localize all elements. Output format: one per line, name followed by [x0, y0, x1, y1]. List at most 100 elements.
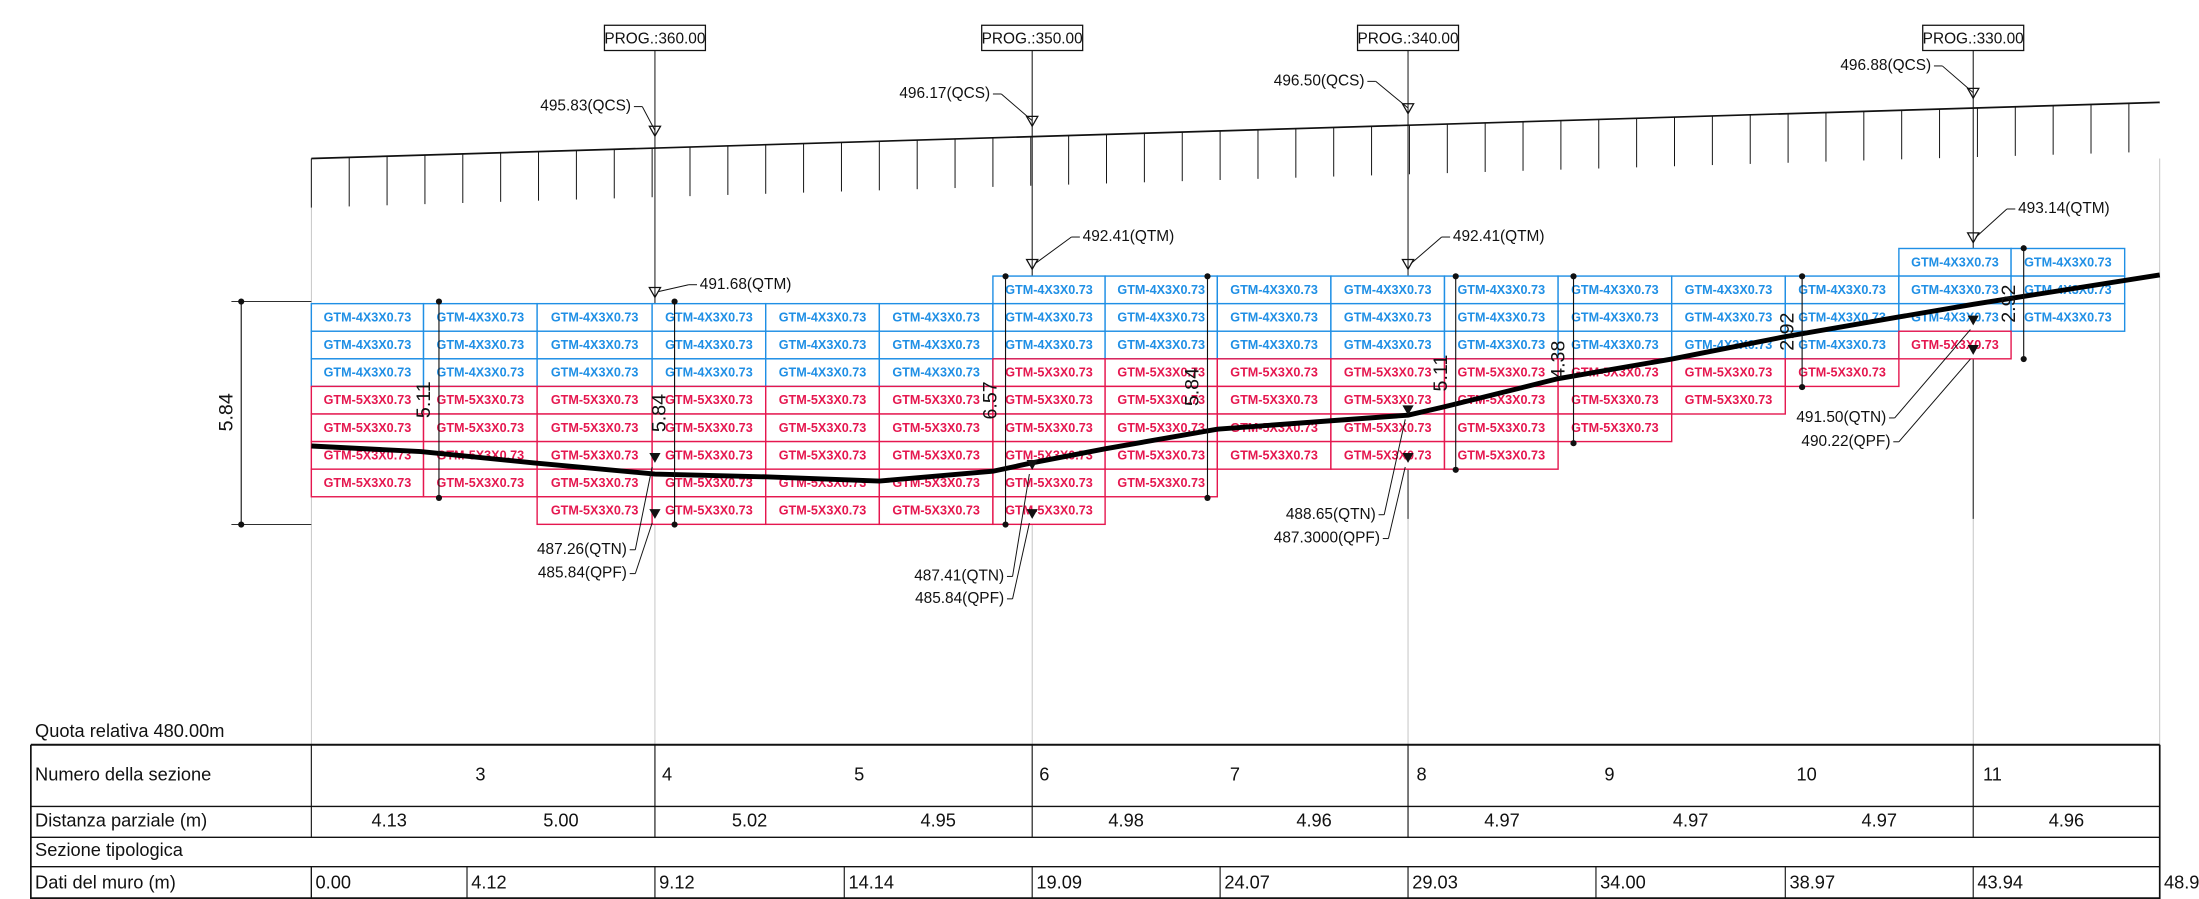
- gabion: [1104, 330, 1219, 360]
- gabion: [878, 385, 994, 415]
- gabion-label: GTM-5X3X0.73: [1571, 366, 1659, 380]
- qcs-label: 495.83(QCS): [540, 98, 631, 115]
- gabion-label: GTM-5X3X0.73: [892, 504, 980, 518]
- wall-value: 43.94: [1977, 871, 2023, 892]
- gabion: [992, 275, 1106, 305]
- gabion-label: GTM-4X3X0.73: [1230, 283, 1318, 297]
- gabion-label: GTM-5X3X0.73: [1117, 393, 1205, 407]
- gabion: [422, 330, 538, 360]
- gabion-label: GTM-5X3X0.73: [1005, 476, 1093, 490]
- wall-value: 24.07: [1224, 871, 1270, 892]
- wall-value: 14.14: [848, 871, 894, 892]
- gabion-label: GTM-4X3X0.73: [665, 338, 753, 352]
- dim-dot: [1204, 494, 1211, 501]
- dim-dot: [1204, 273, 1211, 280]
- gabion-label: GTM-5X3X0.73: [779, 448, 867, 462]
- gabion-label: GTM-5X3X0.73: [1005, 504, 1093, 518]
- gabion-label: GTM-5X3X0.73: [1117, 476, 1205, 490]
- wall-value: 9.12: [659, 871, 694, 892]
- qcs-label: 496.50(QCS): [1274, 72, 1365, 89]
- qtn-label: 487.41(QTN): [914, 567, 1004, 584]
- level-marker: [1401, 103, 1415, 115]
- gabion-label: GTM-5X3X0.73: [892, 448, 980, 462]
- gabion: [1557, 330, 1673, 360]
- section-number: 3: [475, 763, 485, 784]
- dim-label: 2.92: [1776, 313, 1798, 351]
- gabion: [992, 496, 1106, 526]
- gabion-label: GTM-4X3X0.73: [1911, 255, 1999, 269]
- leader: [1034, 236, 1072, 265]
- gabion: [651, 413, 767, 443]
- gabion-label: GTM-4X3X0.73: [437, 338, 525, 352]
- gabion: [1330, 440, 1446, 470]
- section-number: 11: [1983, 763, 2002, 784]
- dim-dot: [1799, 273, 1806, 280]
- gabion: [422, 302, 538, 332]
- gabion-label: GTM-5X3X0.73: [1230, 366, 1318, 380]
- qpf-label: 490.22(QPF): [1801, 433, 1890, 450]
- gabion: [2010, 247, 2126, 277]
- gabion: [992, 330, 1106, 360]
- section-number: 8: [1416, 763, 1426, 784]
- gabion: [1104, 468, 1219, 498]
- gabion-label: GTM-5X3X0.73: [551, 448, 639, 462]
- section-number: 4: [662, 763, 672, 784]
- level-marker: [1966, 232, 1980, 244]
- gabion-label: GTM-4X3X0.73: [1117, 338, 1205, 352]
- dim-dot: [238, 298, 245, 305]
- row-label: Dati del muro (m): [35, 871, 176, 892]
- gabion: [1216, 440, 1332, 470]
- leader: [1383, 419, 1406, 515]
- qtm-label: 492.41(QTM): [1083, 228, 1175, 245]
- gabion-label: GTM-5X3X0.73: [1005, 448, 1093, 462]
- level-marker: [1401, 258, 1415, 271]
- gabion: [536, 413, 653, 443]
- section-number: 10: [1797, 763, 1817, 784]
- dim-dot: [238, 521, 245, 528]
- leader: [1387, 466, 1406, 539]
- dim-label: 5.84: [649, 394, 671, 432]
- gabion-label: GTM-5X3X0.73: [892, 421, 980, 435]
- level-marker: [1967, 345, 1979, 355]
- gabion: [536, 330, 653, 360]
- qtn-label: 491.50(QTN): [1796, 409, 1886, 426]
- gabion-label: GTM-5X3X0.73: [1685, 393, 1773, 407]
- leader: [1894, 329, 1971, 419]
- level-marker: [1402, 405, 1414, 416]
- dim-dot: [2020, 355, 2027, 363]
- gabion-label: GTM-4X3X0.73: [1344, 310, 1432, 324]
- gabion: [992, 302, 1106, 332]
- gabion-label: GTM-4X3X0.73: [779, 310, 867, 324]
- gabion-label: GTM-4X3X0.73: [892, 338, 980, 352]
- dim-label: 2.92: [1998, 285, 2020, 323]
- distance: 4.98: [1108, 810, 1143, 831]
- wall-value: 34.00: [1600, 871, 1646, 892]
- level-marker: [1402, 453, 1414, 463]
- gabion: [992, 385, 1106, 415]
- gabion-label: GTM-4X3X0.73: [324, 310, 412, 324]
- dim-label: 6.57: [980, 381, 1002, 419]
- level-marker: [1025, 258, 1039, 271]
- gabion: [422, 468, 538, 498]
- gabion-label: GTM-4X3X0.73: [551, 366, 639, 380]
- gabion-label: GTM-4X3X0.73: [1685, 283, 1773, 297]
- gabion-label: GTM-4X3X0.73: [324, 366, 412, 380]
- gabion-label: GTM-5X3X0.73: [665, 393, 753, 407]
- dim-dot: [1570, 273, 1577, 280]
- gabion-label: GTM-5X3X0.73: [1457, 448, 1545, 462]
- gabion: [1330, 358, 1446, 388]
- level-marker: [1966, 87, 1980, 100]
- dim-label: 5.11: [1430, 355, 1452, 392]
- gabion-label: GTM-5X3X0.73: [324, 393, 412, 407]
- section-number: 7: [1230, 763, 1240, 784]
- distance: 5.02: [732, 810, 767, 831]
- level-marker: [1026, 460, 1038, 470]
- gabion-label: GTM-5X3X0.73: [437, 476, 525, 490]
- gabion-label: GTM-5X3X0.73: [551, 421, 639, 435]
- gabion-label: GTM-5X3X0.73: [324, 476, 412, 490]
- gabion-label: GTM-5X3X0.73: [551, 393, 639, 407]
- gabion: [422, 413, 538, 443]
- gabion-label: GTM-4X3X0.73: [1230, 310, 1318, 324]
